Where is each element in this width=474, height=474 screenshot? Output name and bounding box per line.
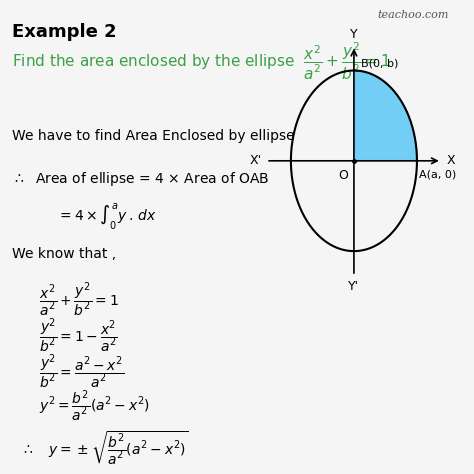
Text: $\therefore \quad y = \pm\sqrt{\dfrac{b^2}{a^2}(a^2 - x^2)}$: $\therefore \quad y = \pm\sqrt{\dfrac{b^… [21, 429, 189, 466]
Text: X: X [446, 155, 455, 167]
Text: O: O [338, 169, 348, 182]
Text: X': X' [249, 155, 262, 167]
Text: $y^2 = \dfrac{b^2}{a^2}(a^2 - x^2)$: $y^2 = \dfrac{b^2}{a^2}(a^2 - x^2)$ [39, 389, 150, 424]
Text: $\therefore$  Area of ellipse = 4 × Area of OAB: $\therefore$ Area of ellipse = 4 × Area … [12, 170, 269, 188]
Text: $\dfrac{x^2}{a^2} + \dfrac{y^2}{b^2} = 1$: $\dfrac{x^2}{a^2} + \dfrac{y^2}{b^2} = 1… [39, 281, 118, 319]
Text: A(a, 0): A(a, 0) [419, 170, 456, 180]
Text: $\dfrac{y^2}{b^2} = 1 - \dfrac{x^2}{a^2}$: $\dfrac{y^2}{b^2} = 1 - \dfrac{x^2}{a^2}… [39, 317, 118, 355]
Text: Y': Y' [348, 281, 359, 293]
Text: $= 4 \times \int_0^{a} y\, . \, dx$: $= 4 \times \int_0^{a} y\, . \, dx$ [57, 201, 157, 232]
Text: We have to find Area Enclosed by ellipse: We have to find Area Enclosed by ellipse [12, 129, 294, 143]
Text: Find the area enclosed by the ellipse  $\dfrac{x^2}{a^2} + \dfrac{y^2}{b^2} = 1$: Find the area enclosed by the ellipse $\… [12, 41, 390, 82]
Polygon shape [354, 71, 417, 161]
Text: teachoo.com: teachoo.com [377, 9, 448, 19]
Text: $\dfrac{y^2}{b^2} = \dfrac{a^2 - x^2}{a^2}$: $\dfrac{y^2}{b^2} = \dfrac{a^2 - x^2}{a^… [39, 353, 124, 391]
Text: Y: Y [350, 28, 358, 41]
Text: B(0, b): B(0, b) [361, 58, 398, 68]
Text: We know that ,: We know that , [12, 246, 116, 261]
Text: Example 2: Example 2 [12, 23, 117, 41]
